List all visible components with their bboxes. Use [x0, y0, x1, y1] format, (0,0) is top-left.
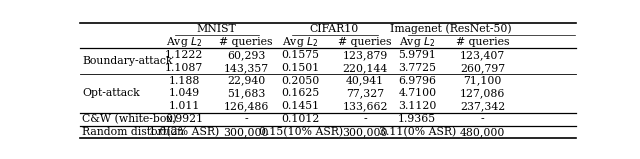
- Text: 300,000: 300,000: [342, 127, 388, 137]
- Text: 6.9796: 6.9796: [398, 76, 436, 86]
- Text: 123,879: 123,879: [342, 50, 388, 60]
- Text: 51,683: 51,683: [227, 88, 266, 98]
- Text: -: -: [481, 114, 484, 124]
- Text: 1.1222: 1.1222: [165, 50, 204, 60]
- Text: Avg $L_2$: Avg $L_2$: [282, 35, 319, 49]
- Text: 77,327: 77,327: [346, 88, 384, 98]
- Text: -: -: [364, 114, 367, 124]
- Text: # queries: # queries: [339, 37, 392, 47]
- Text: 1.9365: 1.9365: [398, 114, 436, 124]
- Text: 126,486: 126,486: [223, 101, 269, 111]
- Text: 0.15(10% ASR): 0.15(10% ASR): [259, 127, 343, 137]
- Text: 260,797: 260,797: [460, 63, 506, 73]
- Text: 0.9921: 0.9921: [165, 114, 204, 124]
- Text: Avg $L_2$: Avg $L_2$: [399, 35, 436, 49]
- Text: 0.1012: 0.1012: [282, 114, 320, 124]
- Text: 1.188: 1.188: [168, 76, 200, 86]
- Text: 71,100: 71,100: [463, 76, 502, 86]
- Text: 1.0(2% ASR): 1.0(2% ASR): [149, 127, 220, 137]
- Text: 3.1120: 3.1120: [398, 101, 436, 111]
- Text: 1.1087: 1.1087: [165, 63, 204, 73]
- Text: # queries: # queries: [456, 37, 509, 47]
- Text: Avg $L_2$: Avg $L_2$: [166, 35, 202, 49]
- Text: 22,940: 22,940: [227, 76, 266, 86]
- Text: 0.1575: 0.1575: [282, 50, 320, 60]
- Text: 3.11(0% ASR): 3.11(0% ASR): [379, 127, 456, 137]
- Text: Imagenet (ResNet-50): Imagenet (ResNet-50): [390, 24, 512, 35]
- Text: 3.7725: 3.7725: [398, 63, 436, 73]
- Text: 60,293: 60,293: [227, 50, 266, 60]
- Text: 1.049: 1.049: [168, 88, 200, 98]
- Text: 127,086: 127,086: [460, 88, 506, 98]
- Text: 0.1501: 0.1501: [282, 63, 320, 73]
- Text: 4.7100: 4.7100: [398, 88, 436, 98]
- Text: 300,000: 300,000: [223, 127, 269, 137]
- Text: MNIST: MNIST: [196, 24, 236, 34]
- Text: 0.1625: 0.1625: [282, 88, 320, 98]
- Text: 1.011: 1.011: [168, 101, 200, 111]
- Text: -: -: [244, 114, 248, 124]
- Text: 133,662: 133,662: [342, 101, 388, 111]
- Text: 220,144: 220,144: [342, 63, 388, 73]
- Text: # queries: # queries: [220, 37, 273, 47]
- Text: 237,342: 237,342: [460, 101, 506, 111]
- Text: C&W (white-box): C&W (white-box): [83, 114, 177, 124]
- Text: 0.2050: 0.2050: [282, 76, 320, 86]
- Text: CIFAR10: CIFAR10: [310, 24, 359, 34]
- Text: Opt-attack: Opt-attack: [83, 88, 140, 98]
- Text: 143,357: 143,357: [223, 63, 269, 73]
- Text: 5.9791: 5.9791: [398, 50, 436, 60]
- Text: 40,941: 40,941: [346, 76, 384, 86]
- Text: 0.1451: 0.1451: [282, 101, 320, 111]
- Text: 123,407: 123,407: [460, 50, 506, 60]
- Text: Boundary-attack: Boundary-attack: [83, 56, 173, 66]
- Text: 480,000: 480,000: [460, 127, 506, 137]
- Text: Random distortion: Random distortion: [83, 127, 184, 137]
